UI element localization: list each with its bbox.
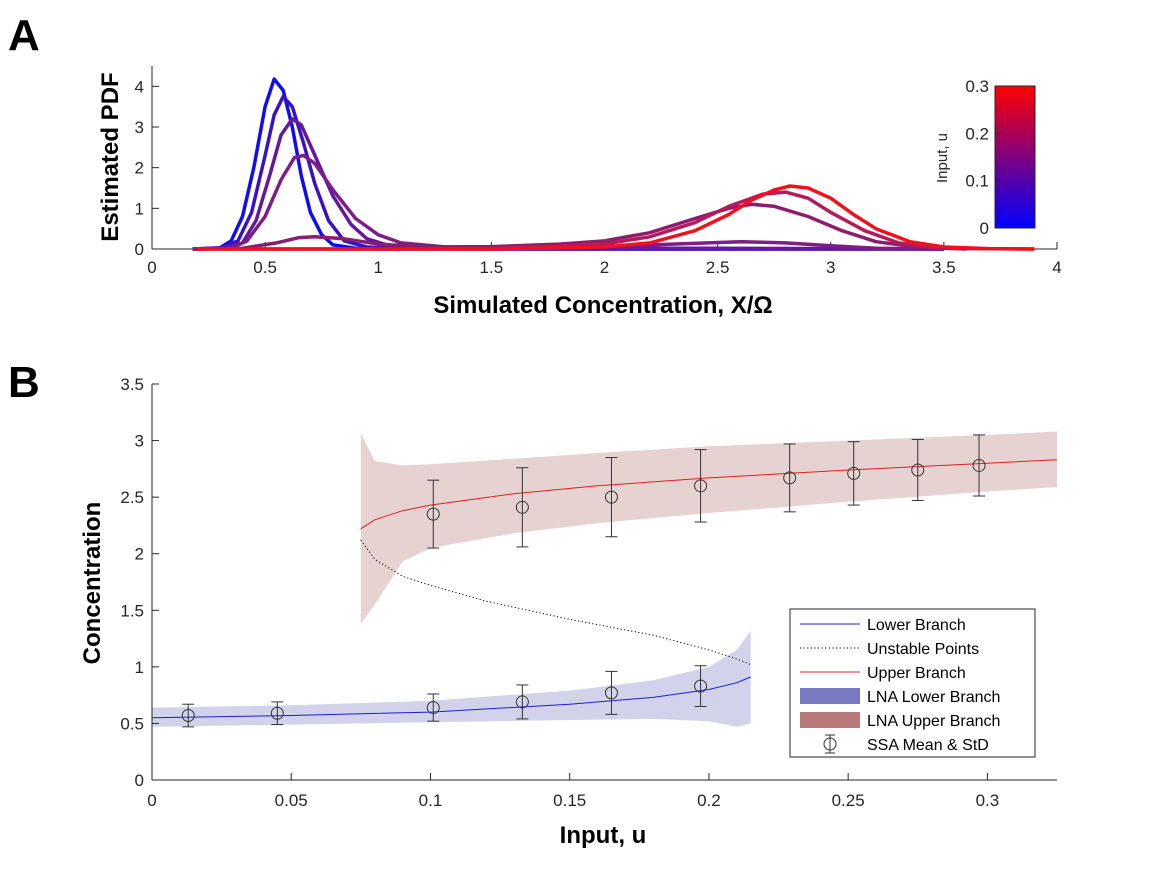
panel-b-xtick-label: 0.05: [275, 791, 308, 810]
unstable-curve: [360, 539, 751, 666]
panel-a-xtick-label: 2.5: [706, 258, 730, 277]
ssa-mean-marker: [515, 500, 529, 514]
pdf-curve: [192, 202, 967, 251]
panel-b-ytick-label: 2.5: [120, 488, 144, 507]
panel-a-xtick-label: 3: [826, 258, 835, 277]
lna-band: [152, 630, 751, 727]
pdf-curve: [197, 190, 1035, 251]
colorbar-gradient: [994, 85, 1036, 229]
panel-b-ytick-label: 0.5: [120, 714, 144, 733]
legend-entry: Unstable Points: [867, 641, 979, 658]
legend-swatch: [800, 712, 860, 728]
legend: Lower Branch Unstable Points Upper Branch L…: [789, 608, 1036, 758]
legend-entry: Lower Branch: [867, 617, 966, 634]
panel-a-xtick-label: 1.5: [480, 258, 504, 277]
panel-b-xtick-label: 0.3: [976, 791, 1000, 810]
colorbar-tick-label: 0: [980, 219, 989, 238]
pdf-curve: [192, 153, 944, 251]
ssa-mean-marker: [426, 701, 440, 715]
panel-b-xtick-label: 0.2: [697, 791, 721, 810]
panel-a-xtick-label: 1: [374, 258, 383, 277]
ssa-mean-marker: [911, 463, 925, 477]
legend-swatch: [823, 737, 837, 751]
legend-entry: SSA Mean & StD: [867, 737, 989, 754]
ssa-mean-marker: [694, 479, 708, 493]
legend-entry: LNA Lower Branch: [867, 689, 1000, 706]
panel-b-xtick-label: 0.1: [419, 791, 443, 810]
panel-b-ytick-label: 0: [135, 771, 144, 790]
pdf-curve: [192, 77, 944, 251]
panel-b-xtick-label: 0.15: [553, 791, 586, 810]
colorbar: 0 0.1 0.2 0.3: [965, 77, 1036, 238]
pdf-curve: [192, 117, 944, 251]
legend-entry: Upper Branch: [867, 665, 966, 682]
panel-b-ytick-label: 2: [135, 545, 144, 564]
panel-a-ylabel: Estimated PDF: [97, 72, 124, 241]
panel-a-xtick-label: 0: [147, 258, 156, 277]
panel-a-axes: 0 0.5 1 1.5 2 2.5 3 3.5 4 0 1 2 3 4: [135, 66, 1062, 277]
ssa-mean-marker: [972, 458, 986, 472]
panel-b-ytick-label: 1.5: [120, 601, 144, 620]
panel-a-ytick-label: 3: [135, 118, 144, 137]
panel-a-xtick-label: 4: [1052, 258, 1061, 277]
panel-b-axes: 0 0.05 0.1 0.15 0.2 0.25 0.3 0 0.5 1 1.5 2 2.5 3 3.5: [120, 375, 1058, 810]
panel-b-xlabel: Input, u: [560, 822, 647, 849]
panel-a-xtick-label: 3.5: [932, 258, 956, 277]
legend-swatch: [800, 688, 860, 704]
panel-label-b: B: [8, 358, 40, 407]
panel-b-ytick-label: 3.5: [120, 375, 144, 394]
ssa-mean-marker: [604, 490, 618, 504]
panel-a-ytick-label: 2: [135, 159, 144, 178]
panel-b-ytick-label: 1: [135, 658, 144, 677]
ssa-mean-marker: [181, 709, 195, 723]
ssa-mean-marker: [694, 679, 708, 693]
panel-b-ylabel: Concentration: [79, 502, 106, 665]
panel-b-xtick-label: 0: [147, 791, 156, 810]
legend-box: [789, 608, 1036, 758]
colorbar-tick-label: 0.1: [965, 172, 989, 191]
ssa-mean-marker: [515, 695, 529, 709]
panel-a-xlabel: Simulated Concentration, X/Ω: [433, 292, 772, 319]
ssa-mean-marker: [270, 706, 284, 720]
colorbar-tick-label: 0.3: [965, 77, 989, 96]
panel-a-ytick-label: 0: [135, 240, 144, 259]
ssa-mean-marker: [604, 686, 618, 700]
panel-a-xtick-label: 2: [600, 258, 609, 277]
ssa-mean-marker: [426, 507, 440, 521]
pdf-curve: [197, 184, 1035, 251]
colorbar-label: Input, u: [934, 133, 951, 183]
panel-a-ytick-label: 1: [135, 199, 144, 218]
colorbar-tick-label: 0.2: [965, 124, 989, 143]
panel-label-a: A: [8, 11, 40, 60]
panel-b-ytick-label: 3: [135, 432, 144, 451]
ssa-mean-marker: [847, 466, 861, 480]
panel-b-xtick-label: 0.25: [832, 791, 865, 810]
ssa-mean-marker: [783, 471, 797, 485]
legend-entry: LNA Upper Branch: [867, 713, 1000, 730]
lna-band: [360, 431, 1057, 624]
panel-a-ytick-label: 4: [135, 77, 144, 96]
panel-a-xtick-label: 0.5: [253, 258, 277, 277]
